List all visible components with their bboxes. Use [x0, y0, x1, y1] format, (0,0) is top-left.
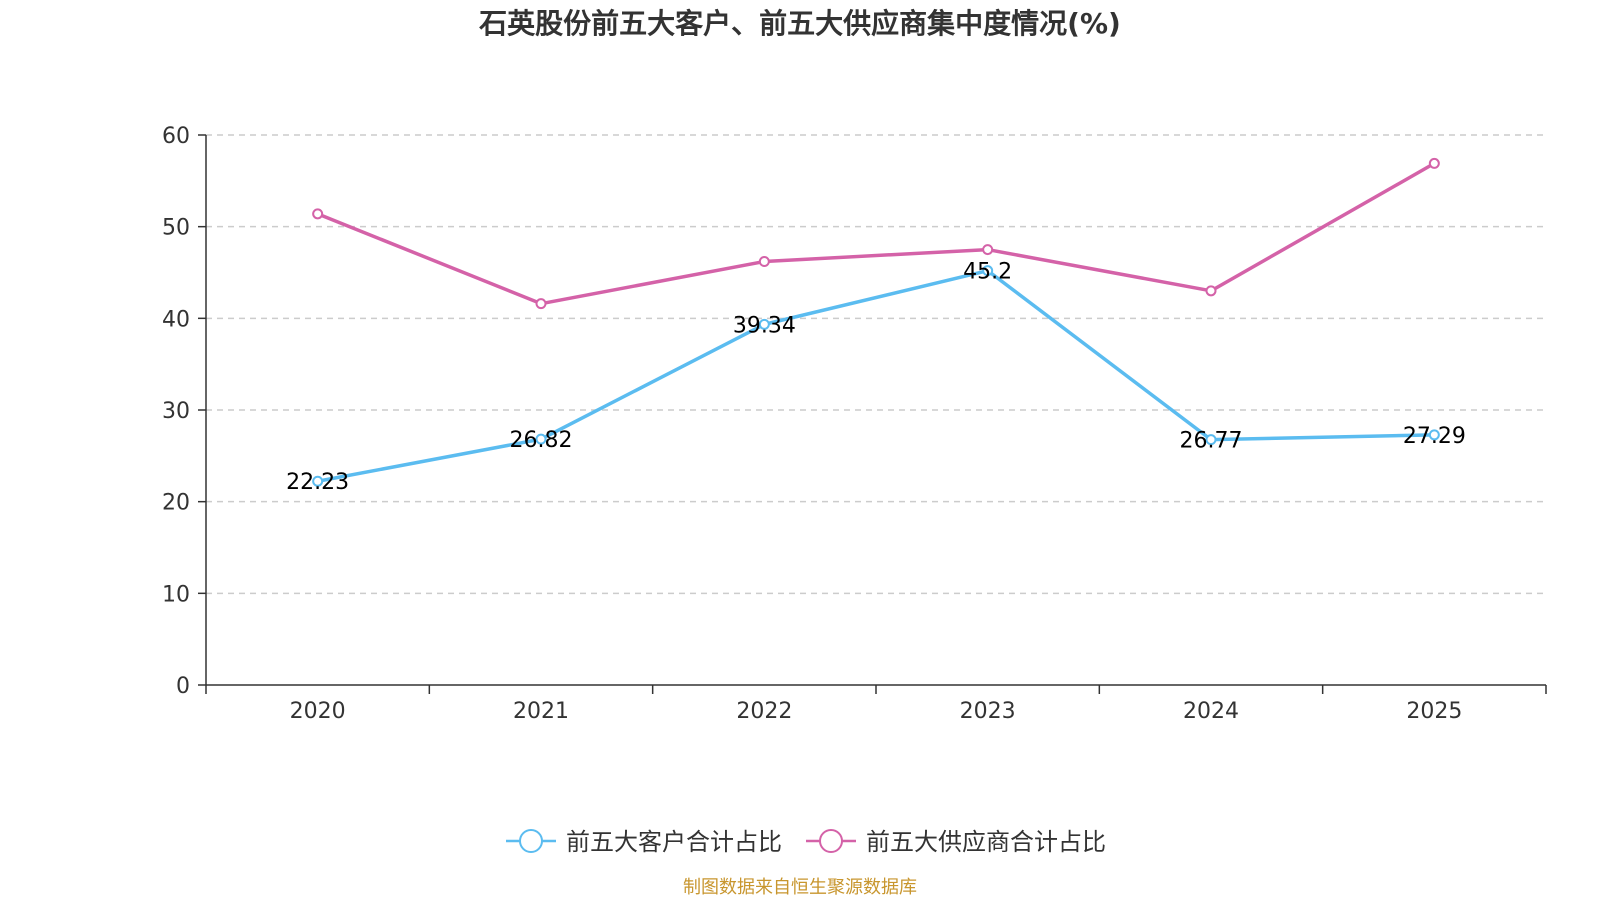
series-group: [312, 157, 1440, 487]
data-label-0-2022: 39.34: [733, 313, 796, 338]
legend-marker-1: [819, 829, 843, 853]
legend-label-0: 前五大客户合计占比: [566, 828, 782, 856]
series-1-point-2025: [1428, 157, 1440, 169]
data-label-0-2021: 26.82: [510, 428, 573, 453]
series-0-point-2022: [758, 318, 770, 330]
legend-marker-0: [519, 829, 543, 853]
y-tick-label-10: 10: [162, 582, 190, 607]
data-label-0-2023: 45.2: [963, 260, 1012, 285]
series-0-point-2023: [982, 265, 994, 277]
y-tick-label-0: 0: [176, 674, 190, 699]
series-1-point-2021: [535, 298, 547, 310]
data-label-0-2020: 22.23: [286, 470, 349, 495]
x-tick-label-2021: 2021: [513, 699, 569, 724]
legend[interactable]: 前五大客户合计占比 前五大供应商合计占比: [506, 828, 1106, 856]
series-0-point-2024: [1205, 434, 1217, 446]
data-label-0-2024: 26.77: [1180, 429, 1243, 454]
data-label-0-2025: 27.29: [1403, 424, 1466, 449]
x-tick-label-2020: 2020: [290, 699, 346, 724]
y-tick-label-50: 50: [162, 216, 190, 241]
series-1-point-2020: [312, 208, 324, 220]
series-0-point-2021: [535, 433, 547, 445]
legend-label-1: 前五大供应商合计占比: [866, 828, 1106, 856]
x-tick-label-2024: 2024: [1183, 699, 1239, 724]
y-tick-label-40: 40: [162, 307, 190, 332]
x-tick-label-2022: 2022: [736, 699, 792, 724]
x-tick-label-2025: 2025: [1406, 699, 1462, 724]
x-tick-label-2023: 2023: [960, 699, 1016, 724]
series-1-point-2023: [982, 244, 994, 256]
series-line-0: [317, 268, 1435, 483]
chart-title: 石英股份前五大客户、前五大供应商集中度情况(%): [478, 7, 1121, 40]
data-labels: 22.23 26.82 39.34 45.2 26.77 27.29: [286, 260, 1466, 496]
series-0-point-2025: [1428, 429, 1440, 441]
y-tick-label-30: 30: [162, 399, 190, 424]
grid-lines: [206, 134, 1546, 595]
source-note: 制图数据来自恒生聚源数据库: [683, 877, 917, 898]
axes: 0 10 20 30 40 50 60 2020 2021 2022 2023 2024 2025: [162, 124, 1547, 724]
series-1-point-2022: [758, 256, 770, 267]
series-line-1: [317, 161, 1436, 306]
y-tick-label-20: 20: [162, 491, 190, 516]
series-1-point-2024: [1205, 285, 1217, 297]
series-0-point-2020: [312, 475, 324, 487]
y-tick-label-60: 60: [162, 124, 190, 149]
